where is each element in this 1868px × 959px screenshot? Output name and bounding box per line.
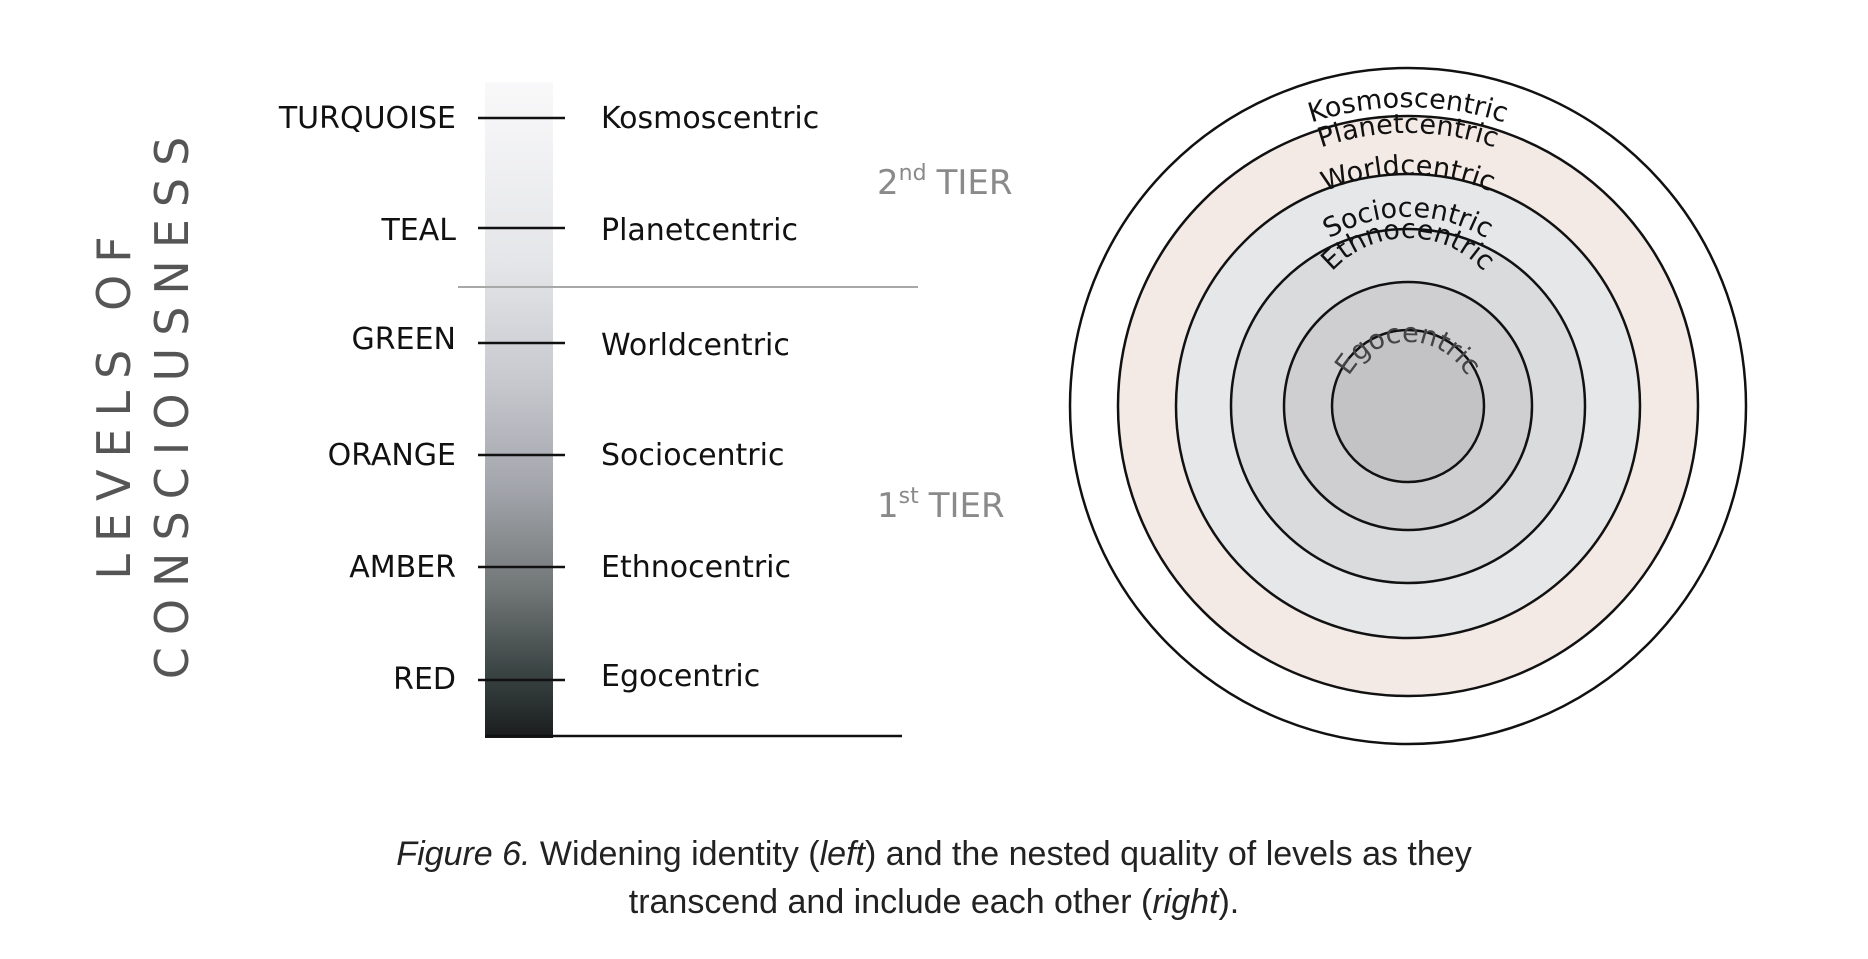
tier-label-2nd: 2nd TIER (877, 161, 1012, 203)
level-color-name: TURQUOISE (278, 101, 456, 136)
caption-line-1: Figure 6. Widening identity (left) and t… (0, 830, 1868, 878)
caption-right-word: right (1152, 883, 1219, 921)
level-identity: Worldcentric (601, 328, 790, 363)
tier-suffix: st (899, 484, 919, 509)
tier-num: 2 (877, 163, 899, 203)
caption-left-word: left (819, 835, 865, 873)
level-identity: Sociocentric (601, 438, 784, 473)
level-color-name: TEAL (380, 213, 456, 248)
tier-label-1st: 1st TIER (877, 484, 1005, 526)
level-identity: Egocentric (601, 659, 760, 694)
consciousness-gradient-bar (485, 82, 553, 738)
tier-num: 1 (877, 486, 899, 526)
level-red: RED Egocentric (393, 659, 760, 697)
side-title-line2: CONSCIOUSNESS (145, 125, 199, 680)
nested-levels-circles (1068, 66, 1748, 746)
level-color-name: AMBER (349, 550, 456, 585)
level-orange: ORANGE Sociocentric (328, 438, 785, 473)
level-identity: Ethnocentric (601, 550, 791, 585)
level-identity: Kosmoscentric (601, 101, 819, 136)
level-color-name: ORANGE (328, 438, 456, 473)
level-color-name: RED (393, 662, 456, 697)
side-title-line1: LEVELS OF (87, 224, 141, 579)
side-title: LEVELS OF CONSCIOUSNESS (87, 125, 199, 680)
caption-figure-label: Figure 6. (396, 835, 531, 873)
level-teal: TEAL Planetcentric (380, 213, 797, 248)
caption-text: Widening identity ( (530, 835, 820, 873)
tier-word: TIER (928, 486, 1005, 526)
level-turquoise: TURQUOISE Kosmoscentric (278, 101, 819, 136)
tier-suffix: nd (899, 161, 927, 186)
caption-text: ) and the nested quality of levels as th… (864, 835, 1472, 873)
ring-egocentric (1330, 328, 1486, 484)
level-amber: AMBER Ethnocentric (349, 550, 791, 585)
levels: TURQUOISE Kosmoscentric TEAL Planetcentr… (278, 101, 819, 697)
level-identity: Planetcentric (601, 213, 798, 248)
caption-text: ). (1218, 883, 1240, 921)
figure-caption: Figure 6. Widening identity (left) and t… (0, 830, 1868, 926)
level-green: GREEN Worldcentric (352, 322, 790, 363)
tier-word: TIER (936, 163, 1013, 203)
level-color-name: GREEN (352, 322, 456, 357)
caption-line-2: transcend and include each other (right)… (0, 878, 1868, 926)
caption-text: transcend and include each other ( (628, 883, 1153, 921)
